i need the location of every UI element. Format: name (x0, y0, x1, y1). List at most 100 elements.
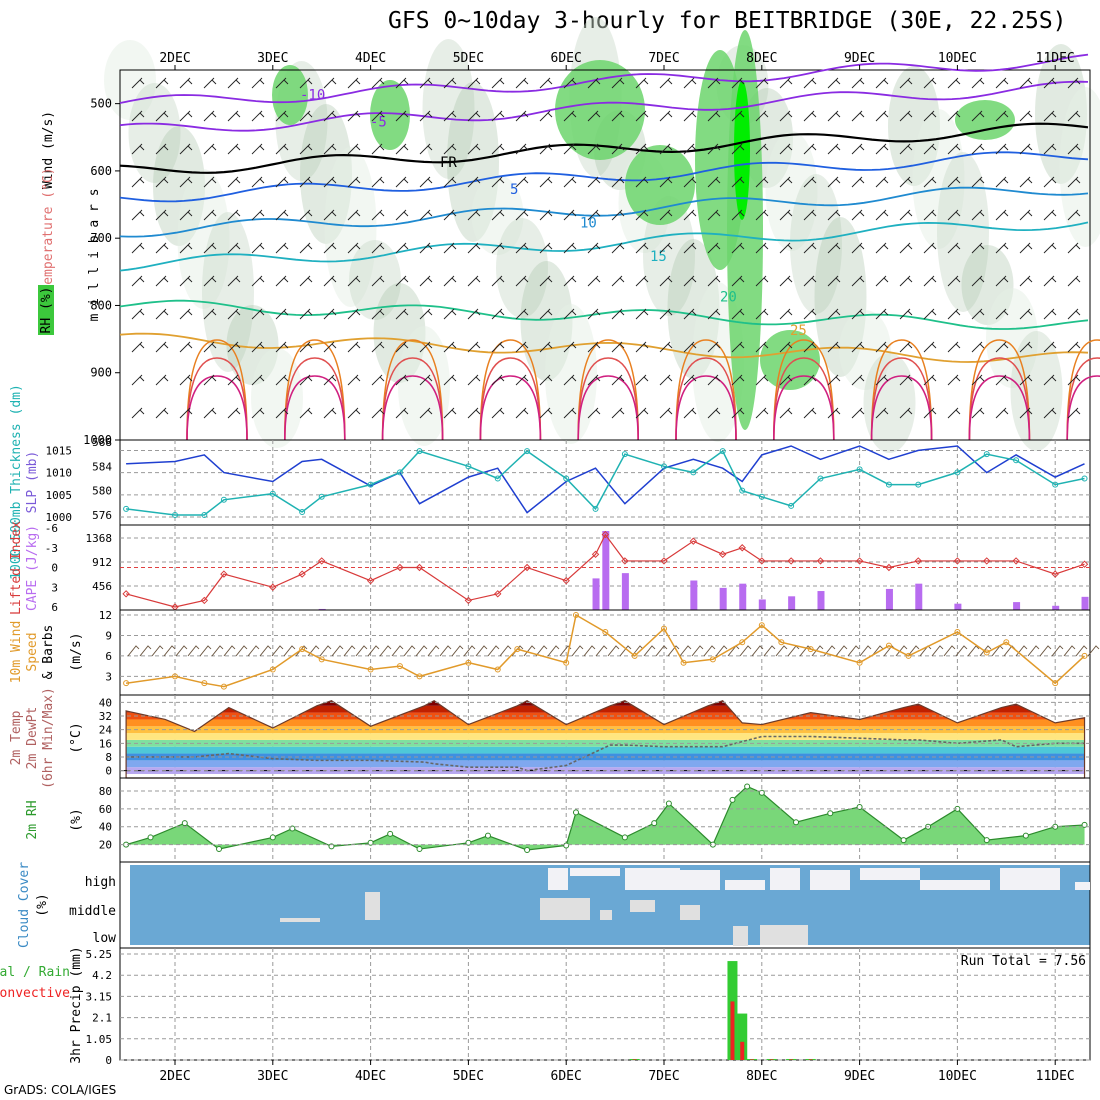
wind-barb (779, 341, 793, 353)
cape-bar (1013, 602, 1021, 610)
wind-barb (1019, 143, 1033, 155)
cape-tick-label: 912 (92, 556, 112, 569)
wind-barb (179, 341, 193, 353)
tick-label: 16 (99, 737, 112, 750)
wind-barb (323, 209, 337, 221)
lifted-index-point (298, 570, 306, 578)
wind-barb (731, 374, 745, 386)
wind-barb (875, 176, 889, 188)
wind-barb (443, 77, 457, 89)
axis-label-millibars: m i l l i b a r s (87, 188, 102, 321)
wind-barb (587, 143, 601, 155)
wind-barb (443, 407, 457, 419)
wind-barb (563, 275, 577, 287)
lifted-index-point (415, 563, 424, 572)
lifted-index-point (738, 544, 746, 552)
wind-barb (827, 77, 841, 89)
wind-barb (611, 77, 625, 89)
y-tick-label: 800 (90, 298, 112, 312)
wind-barb (587, 242, 601, 254)
wind-speed-line-point (778, 639, 785, 646)
surface-wind-barb (943, 645, 956, 657)
bottom-date-label: 4DEC (355, 1069, 386, 1084)
wind-barb (275, 308, 289, 320)
label-ms: (m/s) (69, 632, 84, 671)
wind-barb (1067, 308, 1081, 320)
wind-barb (395, 110, 409, 122)
wind-barb (971, 143, 985, 155)
rh-point (269, 834, 276, 841)
rh-green-cell (955, 100, 1015, 140)
slp-tick-label: 1005 (46, 489, 73, 502)
wind-barb (635, 341, 649, 353)
rh-point (900, 837, 907, 844)
wind-barb (875, 77, 889, 89)
wind-barb (131, 275, 145, 287)
wind-barb (851, 341, 865, 353)
cape-bar (788, 596, 796, 610)
wind-speed-line-point (885, 642, 892, 649)
wind-barb (1067, 77, 1081, 89)
wind-barb (587, 407, 601, 419)
wind-barb (971, 242, 985, 254)
lifted-index-point (122, 590, 130, 598)
wind-barb (803, 275, 817, 287)
wind-barb (587, 77, 601, 89)
wind-barb (515, 110, 529, 122)
warm-arch (284, 375, 346, 441)
label-2m-dewpt: 2m DewPt (25, 707, 40, 770)
wind-barb (443, 242, 457, 254)
wind-barb (251, 209, 265, 221)
rh-point (367, 839, 374, 846)
wind-barb (467, 143, 481, 155)
surface-wind-barb (571, 645, 584, 657)
wind-barb (1043, 110, 1057, 122)
wind-barb (371, 341, 385, 353)
wind-speed-line-point (758, 622, 765, 629)
cape-bar (817, 591, 825, 610)
wind-speed-line-point (661, 625, 667, 632)
wind-barb (779, 77, 793, 89)
thickness-tick-label: 584 (92, 460, 112, 473)
lifted-index-point (621, 557, 629, 565)
rh-point (216, 846, 223, 853)
tick-label: 12 (99, 609, 112, 622)
wind-barb (659, 242, 673, 254)
rh-point (983, 837, 990, 844)
wind-barb (995, 341, 1009, 353)
wind-barb (251, 374, 265, 386)
wind-barb (587, 209, 601, 221)
wind-barb (995, 143, 1009, 155)
wind-barb (323, 77, 337, 89)
wind-speed-line-point (416, 673, 423, 680)
precip-convective-bar (808, 1059, 813, 1060)
wind-barb (683, 275, 697, 287)
thickness-line-point (592, 505, 599, 512)
wind-barb (491, 176, 505, 188)
run-total-label: Run Total = 7.56 (961, 954, 1086, 969)
wind-barb (131, 209, 145, 221)
wind-barb (443, 143, 457, 155)
wind-barb (827, 176, 841, 188)
wind-barb (683, 308, 697, 320)
wind-barb (491, 308, 505, 320)
wind-barb (947, 176, 961, 188)
cloud-grey-cell (600, 910, 612, 920)
wind-barb (611, 176, 625, 188)
wind-barb (1067, 176, 1081, 188)
wind-barb (563, 308, 577, 320)
surface-wind-barb (223, 645, 236, 657)
wind-barb (803, 176, 817, 188)
wind-barb (539, 308, 553, 320)
wind-barb (1043, 209, 1057, 221)
wind-barb (635, 407, 649, 419)
wind-barb (371, 308, 385, 320)
warm-arch (479, 375, 542, 441)
wind-barb (755, 77, 769, 89)
thickness-line-point (621, 451, 628, 458)
tick-label: 20 (99, 839, 112, 852)
wind-barb (923, 110, 937, 122)
wind-barb (563, 77, 577, 89)
thickness-line-point (318, 493, 325, 500)
surface-wind-barb (907, 645, 920, 657)
